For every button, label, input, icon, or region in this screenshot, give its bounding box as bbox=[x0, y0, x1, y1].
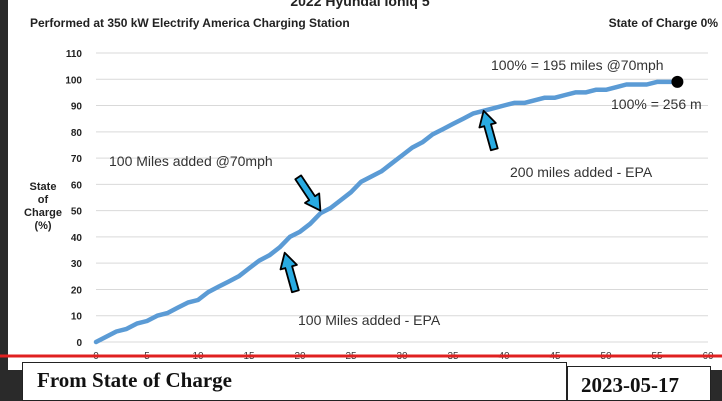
y-tick-labels: 0 10 20 30 40 50 60 70 80 90 100 110 bbox=[65, 49, 82, 349]
y-tick-label: 70 bbox=[71, 154, 83, 165]
annotation-layer: 100% = 195 miles @70mph 100% = 256 m 100 M… bbox=[109, 57, 702, 328]
y-tick-label: 20 bbox=[71, 285, 83, 296]
y-tick-label: 10 bbox=[71, 312, 83, 323]
date-box: 2023-05-17 bbox=[567, 366, 711, 401]
annotation-text: 100% = 256 m bbox=[611, 96, 702, 112]
y-tick-label: 60 bbox=[71, 180, 83, 191]
callout-arrow bbox=[294, 174, 322, 212]
annotation-text: 200 miles added - EPA bbox=[510, 164, 653, 180]
chart-subtitle: Performed at 350 kW Electrify America Ch… bbox=[30, 16, 350, 30]
callout-arrow bbox=[279, 251, 300, 294]
end-marker-point bbox=[671, 75, 684, 88]
y-tick-label: 80 bbox=[71, 128, 83, 139]
caption-box: From State of Charge bbox=[22, 362, 567, 401]
grid bbox=[96, 52, 708, 343]
y-axis-label-line: (%) bbox=[34, 220, 51, 232]
date-text: 2023-05-17 bbox=[581, 373, 679, 397]
callout-arrow bbox=[478, 109, 499, 152]
y-tick-label: 0 bbox=[76, 338, 82, 349]
y-tick-label: 100 bbox=[65, 75, 82, 86]
series-line bbox=[93, 79, 680, 345]
y-axis-label-line: of bbox=[38, 194, 49, 206]
y-axis-label-line: Charge bbox=[24, 207, 62, 219]
y-tick-label: 90 bbox=[71, 102, 83, 113]
arrow-layer bbox=[279, 109, 499, 294]
annotation-text: 100 Miles added - EPA bbox=[298, 312, 441, 328]
chart-background bbox=[8, 0, 722, 370]
caption-text: From State of Charge bbox=[37, 368, 232, 392]
y-tick-label: 30 bbox=[71, 259, 83, 270]
annotation-text: 100% = 195 miles @70mph bbox=[491, 57, 664, 73]
y-tick-label: 110 bbox=[66, 49, 83, 60]
chart-title: 2022 Hyundai Ioniq 5 bbox=[290, 0, 429, 9]
y-axis-label-line: State bbox=[30, 181, 57, 193]
chart-right-header: State of Charge 0% bbox=[609, 16, 719, 30]
y-tick-label: 50 bbox=[71, 207, 83, 218]
y-tick-label: 40 bbox=[71, 233, 83, 244]
series-layer bbox=[93, 75, 684, 345]
annotation-text: 100 Miles added @70mph bbox=[109, 153, 273, 169]
